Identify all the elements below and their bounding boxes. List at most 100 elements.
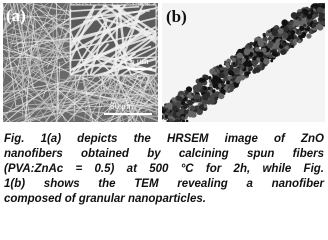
- fiber: [3, 61, 49, 106]
- particle: [203, 95, 209, 101]
- fiber: [15, 72, 68, 90]
- fiber: [73, 99, 107, 122]
- particle: [227, 88, 231, 91]
- fiber: [119, 50, 156, 75]
- particle: [170, 124, 173, 127]
- particle: [171, 97, 176, 102]
- fiber: [74, 23, 122, 73]
- fiber: [75, 38, 115, 75]
- particle: [267, 30, 271, 34]
- particle: [275, 39, 280, 44]
- fiber: [3, 3, 18, 36]
- particle: [171, 105, 178, 112]
- particle: [290, 30, 296, 35]
- particle: [265, 32, 270, 37]
- particle: [210, 101, 214, 105]
- particle: [297, 39, 302, 44]
- caption-line: 1(b) shows the TEM revealing a nanofiber: [4, 178, 324, 190]
- particle: [232, 62, 236, 65]
- fiber: [28, 13, 57, 122]
- caption-line: (PVA:ZnAc = 0.5) at 500 °C for 2h, while…: [4, 163, 324, 175]
- particle: [302, 8, 308, 14]
- particle: [270, 59, 274, 63]
- particle: [175, 126, 180, 128]
- particle: [218, 64, 223, 68]
- particle: [233, 82, 239, 88]
- particle: [224, 60, 227, 64]
- particle: [212, 75, 219, 82]
- particle: [253, 43, 256, 47]
- particle: [256, 57, 260, 61]
- fiber: [8, 57, 30, 122]
- fiber: [101, 53, 136, 75]
- particle: [267, 36, 272, 41]
- inset-fibers: [70, 5, 156, 75]
- particle: [263, 58, 270, 65]
- particle: [293, 38, 297, 42]
- particle: [185, 86, 193, 93]
- particle: [195, 88, 200, 93]
- fiber: [100, 55, 156, 73]
- particle: [273, 28, 278, 34]
- tem-particles: [162, 3, 325, 128]
- particle: [218, 72, 225, 79]
- fiber: [3, 3, 19, 85]
- fiber: [3, 111, 11, 122]
- fiber: [38, 107, 158, 117]
- particle: [263, 34, 266, 38]
- panel-label: (b): [166, 7, 187, 26]
- particle: [164, 114, 169, 119]
- particle: [241, 60, 245, 63]
- particle: [312, 13, 317, 19]
- particle: [280, 49, 287, 55]
- particle: [229, 80, 233, 84]
- particle: [169, 118, 173, 122]
- fiber: [32, 7, 68, 64]
- panel-label: (a): [6, 6, 26, 25]
- body: (a) (b) 5 μm 50 μm Fig. 1(a) depicts the…: [3, 3, 325, 205]
- particle: [243, 48, 251, 56]
- particle: [225, 62, 230, 67]
- fiber: [122, 87, 158, 111]
- fiber: [3, 3, 50, 35]
- particle: [166, 109, 171, 113]
- particle: [281, 42, 287, 47]
- particle: [190, 111, 197, 118]
- fiber: [3, 83, 59, 116]
- particle: [213, 71, 218, 75]
- particle: [282, 25, 289, 32]
- particle: [183, 109, 189, 115]
- fiber: [88, 62, 158, 107]
- fiber: [59, 86, 158, 110]
- particle: [231, 57, 237, 63]
- particle: [296, 11, 302, 17]
- particle: [203, 86, 207, 91]
- particle: [250, 59, 256, 65]
- fiber: [61, 89, 158, 122]
- particle: [178, 96, 183, 102]
- fiber: [91, 26, 148, 75]
- particle: [318, 15, 324, 22]
- particle: [185, 90, 189, 95]
- particle: [191, 92, 194, 96]
- particle: [214, 67, 218, 71]
- fiber: [70, 10, 146, 55]
- particle: [170, 125, 173, 128]
- particle: [180, 100, 185, 106]
- particle: [289, 38, 294, 43]
- fiber: [70, 21, 106, 75]
- particle: [196, 82, 203, 88]
- fiber: [154, 3, 158, 17]
- particle: [268, 54, 273, 59]
- particle: [324, 8, 325, 10]
- caption-line: nanofibers obtained by calcining spun fi…: [4, 148, 324, 160]
- fiber: [81, 42, 110, 75]
- particle: [281, 19, 289, 27]
- fiber: [107, 61, 144, 122]
- fiber: [97, 100, 158, 122]
- caption-line: composed of granular nanoparticles.: [4, 193, 206, 205]
- particle: [174, 119, 181, 122]
- particle: [261, 47, 267, 53]
- particle: [316, 24, 324, 31]
- fiber: [4, 89, 44, 122]
